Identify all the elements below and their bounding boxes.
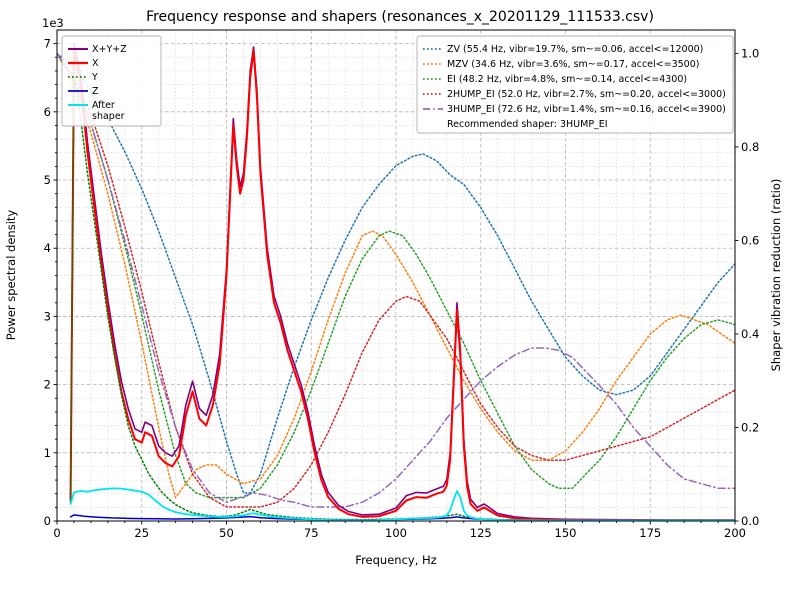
x-tick-label: 0 [53, 526, 60, 540]
y-left-tick-label: 0 [44, 514, 51, 528]
x-tick-label: 175 [639, 526, 661, 540]
axis-tick-layer: 0 25 50 75 100 125 150 175 200 0 1 2 3 4 5 6 7 0.0 0.2 0.4 0… [44, 37, 760, 540]
y-left-tick-label: 4 [44, 241, 51, 255]
y-left-tick-label: 5 [44, 173, 51, 187]
legend-label-after-shaper: After [92, 100, 115, 111]
x-tick-label: 150 [555, 526, 577, 540]
y-left-tick-label: 6 [44, 105, 51, 119]
y-left-tick-label: 3 [44, 309, 51, 323]
y-right-tick-label: 0.6 [741, 233, 759, 247]
x-tick-label: 25 [134, 526, 149, 540]
x-tick-label: 75 [304, 526, 319, 540]
series-3hump-ei [57, 52, 735, 508]
series-z [69, 514, 735, 521]
legend-shapers: ZV (55.4 Hz, vibr=19.7%, sm~=0.06, accel… [416, 35, 734, 134]
y-right-tick-label: 0.0 [741, 514, 759, 528]
y-right-tick-label: 0.2 [741, 420, 759, 434]
legend-label-y: Y [91, 72, 98, 83]
legend-label-z: Z [92, 86, 99, 97]
y-axis-label-right: Shaper vibration reduction (ratio) [769, 179, 783, 372]
legend-label-x: X [92, 58, 99, 69]
y-axis-multiplier-label: 1e3 [42, 16, 64, 30]
x-tick-label: 100 [385, 526, 407, 540]
y-left-tick-label: 1 [44, 446, 51, 460]
legend-label-zv: ZV (55.4 Hz, vibr=19.7%, sm~=0.06, accel… [447, 44, 703, 55]
series-after-shaper [69, 487, 735, 521]
legend-label-after-shaper: shaper [92, 111, 125, 122]
legend-label-2hump-ei: 2HUMP_EI (52.0 Hz, vibr=2.7%, sm~=0.20, … [447, 89, 726, 100]
legend-box [61, 35, 162, 127]
x-axis-label: Frequency, Hz [355, 553, 436, 567]
y-right-tick-label: 0.8 [741, 140, 759, 154]
y-right-tick-label: 1.0 [741, 46, 759, 60]
x-tick-label: 200 [724, 526, 746, 540]
x-tick-label: 125 [470, 526, 492, 540]
x-tick-label: 50 [219, 526, 234, 540]
series-zv [57, 52, 735, 494]
series-x [69, 49, 735, 521]
y-left-tick-label: 2 [44, 378, 51, 392]
series-mzv [57, 52, 735, 499]
y-left-tick-label: 7 [44, 37, 51, 51]
legend-label-ei: EI (48.2 Hz, vibr=4.8%, sm~=0.14, accel<… [447, 74, 687, 85]
series-layer [57, 42, 735, 521]
legend-label-x-plus-y-plus-z: X+Y+Z [92, 44, 127, 55]
legend-label-3hump-ei: 3HUMP_EI (72.6 Hz, vibr=1.4%, sm~=0.16, … [447, 104, 726, 115]
y-right-tick-label: 0.4 [741, 327, 759, 341]
legend-note: Recommended shaper: 3HUMP_EI [447, 119, 608, 130]
y-axis-label-left: Power spectral density [4, 210, 18, 341]
chart-title: Frequency response and shapers (resonanc… [146, 9, 654, 25]
legend-label-mzv: MZV (34.6 Hz, vibr=3.6%, sm~=0.17, accel… [447, 59, 699, 70]
legend-box [416, 35, 734, 134]
